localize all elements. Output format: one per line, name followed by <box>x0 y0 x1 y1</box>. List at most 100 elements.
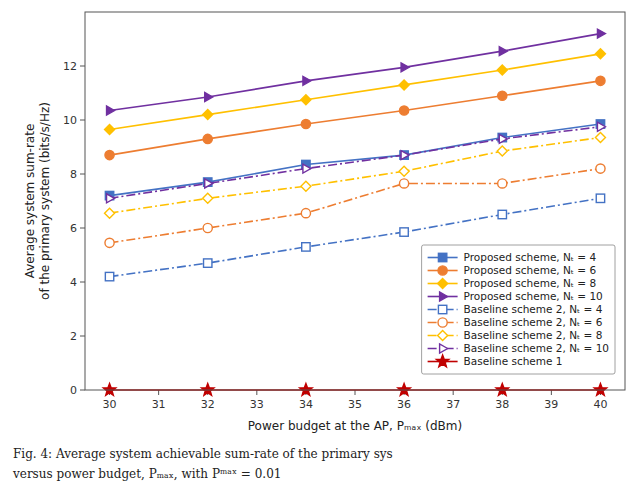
series-marker <box>497 146 507 156</box>
series-marker <box>597 122 605 131</box>
y-tick <box>80 282 85 283</box>
series-marker <box>204 259 212 267</box>
series-marker <box>301 119 310 128</box>
legend: Proposed scheme, Nₜ = 4Proposed scheme, … <box>422 245 615 374</box>
series-marker <box>499 134 507 143</box>
series-marker <box>203 110 213 120</box>
series-marker <box>202 384 214 396</box>
series-line <box>110 34 601 111</box>
series-line <box>110 127 601 199</box>
series-marker <box>107 194 115 203</box>
legend-marker <box>438 305 446 313</box>
series-marker <box>205 93 213 102</box>
legend-item: Proposed scheme, Nₜ = 8 <box>428 277 597 289</box>
series-marker <box>498 210 506 218</box>
series-marker <box>301 181 311 191</box>
legend-label: Proposed scheme, Nₜ = 6 <box>464 264 597 276</box>
x-tick-label: 30 <box>103 398 117 411</box>
series-marker <box>597 29 605 38</box>
y-tick-label: 2 <box>70 330 77 343</box>
x-tick-label: 35 <box>348 398 362 411</box>
series-marker <box>205 179 213 188</box>
y-tick-label: 10 <box>63 114 77 127</box>
chart: 3031323334353637383940024681012Power bud… <box>0 0 640 497</box>
series-marker <box>105 124 115 134</box>
series-line <box>110 124 601 196</box>
series-marker <box>497 65 507 75</box>
series-marker <box>594 384 606 396</box>
series-marker <box>302 243 310 251</box>
series-line <box>110 198 601 276</box>
legend-item: Proposed scheme, Nₜ = 4 <box>428 251 597 263</box>
legend-marker <box>438 266 447 275</box>
series-marker <box>499 47 507 56</box>
series-marker <box>303 164 311 173</box>
legend-item: Baseline scheme 1 <box>428 355 563 367</box>
series-line <box>110 169 601 243</box>
series-marker <box>399 166 409 176</box>
legend-marker <box>440 344 448 353</box>
y-tick-label: 8 <box>70 168 77 181</box>
y-tick-label: 4 <box>70 276 77 289</box>
series-marker <box>203 193 213 203</box>
x-axis-label: Power budget at the AP, Pₘₐₓ (dBm) <box>248 419 462 433</box>
legend-label: Baseline scheme 2, Nₜ = 10 <box>464 342 609 354</box>
series-marker <box>303 76 311 85</box>
series-marker <box>203 223 212 232</box>
series-marker <box>300 384 312 396</box>
legend-label: Baseline scheme 2, Nₜ = 6 <box>464 316 603 328</box>
y-tick-label: 12 <box>63 60 77 73</box>
series-marker <box>105 151 114 160</box>
x-tick-label: 34 <box>299 398 313 411</box>
legend-label: Baseline scheme 2, Nₜ = 8 <box>464 329 603 341</box>
legend-item: Baseline scheme 2, Nₜ = 6 <box>428 316 603 328</box>
series-marker <box>498 179 507 188</box>
series-marker <box>596 194 604 202</box>
y-tick <box>80 66 85 67</box>
legend-marker <box>438 253 446 261</box>
series-marker <box>105 238 114 247</box>
x-tick-label: 39 <box>544 398 558 411</box>
y-tick <box>80 336 85 337</box>
legend-item: Baseline scheme 2, Nₜ = 10 <box>428 342 609 354</box>
x-tick-label: 37 <box>446 398 460 411</box>
legend-box <box>422 245 615 374</box>
series-marker <box>496 384 508 396</box>
x-tick-label: 36 <box>397 398 411 411</box>
legend-marker <box>440 292 448 301</box>
series-marker <box>398 384 410 396</box>
legend-marker <box>438 331 448 341</box>
series-marker <box>595 133 605 143</box>
caption: versus power budget, Pₘₐₓ, with Pᵐᵃˣ = 0… <box>12 467 281 481</box>
series-marker <box>596 76 605 85</box>
series-marker <box>203 134 212 143</box>
y-axis-label: Average system sum-rateof the primary sy… <box>23 102 52 300</box>
y-tick-label: 6 <box>70 222 77 235</box>
x-tick-label: 33 <box>250 398 264 411</box>
series-marker <box>401 63 409 72</box>
legend-item: Proposed scheme, Nₜ = 6 <box>428 264 597 276</box>
plot-area <box>85 12 625 390</box>
series-marker <box>399 179 408 188</box>
y-tick-label: 0 <box>70 384 77 397</box>
legend-label: Baseline scheme 1 <box>464 355 563 367</box>
legend-label: Proposed scheme, Nₜ = 8 <box>464 277 597 289</box>
series-marker <box>301 95 311 105</box>
series-marker <box>498 91 507 100</box>
legend-marker <box>436 355 448 367</box>
series-marker <box>400 228 408 236</box>
series-line <box>110 138 601 214</box>
series-marker <box>596 164 605 173</box>
legend-item: Proposed scheme, Nₜ = 10 <box>428 290 603 302</box>
series-marker <box>107 106 115 115</box>
series-marker <box>400 151 408 159</box>
series-marker <box>399 106 408 115</box>
x-tick-label: 38 <box>495 398 509 411</box>
x-tick-label: 32 <box>201 398 215 411</box>
series-marker <box>105 208 115 218</box>
y-tick <box>80 228 85 229</box>
y-axis-label-line: of the primary system (bits/s/Hz) <box>38 102 52 300</box>
legend-marker <box>438 279 448 289</box>
y-tick <box>80 390 85 391</box>
x-tick-label: 31 <box>152 398 166 411</box>
